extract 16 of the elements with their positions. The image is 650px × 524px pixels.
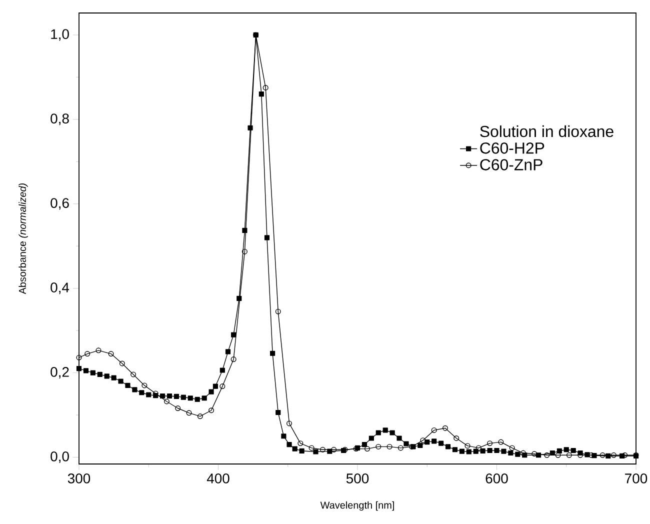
x-tick-label: 500 (346, 474, 369, 484)
x-tick-label: 600 (486, 474, 508, 484)
x-tick-label: 400 (206, 474, 230, 484)
x-axis-title: Wavelength [nm] (320, 501, 394, 511)
x-tick-label: 700 (625, 474, 648, 484)
legend-label: C60-H2P (480, 142, 544, 154)
y-tick-label: 0,2 (50, 367, 69, 379)
y-tick-label: 0,8 (50, 114, 69, 126)
y-tick-label: 0,4 (50, 282, 70, 294)
legend-title: Solution in dioxane (480, 125, 614, 138)
y-tick-label: 0,6 (50, 198, 69, 210)
y-tick-label: 1,0 (51, 29, 69, 41)
y-axis-title: Absorbance (normalized) (18, 183, 28, 294)
y-tick-label: 0,0 (50, 451, 69, 463)
legend-label: C60-ZnP (480, 159, 542, 170)
x-tick-label: 300 (68, 474, 90, 484)
